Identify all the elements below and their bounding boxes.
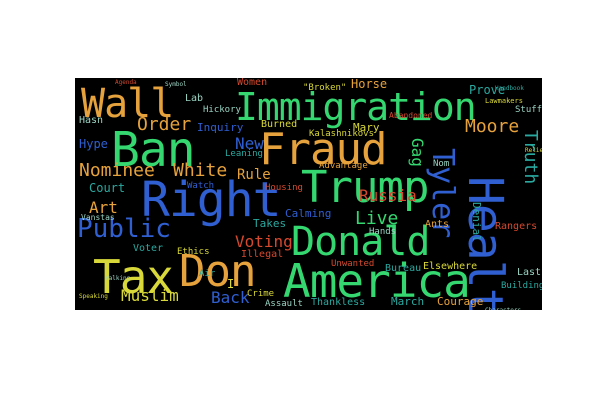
word-immigration: Immigration [235, 85, 477, 129]
word-nominee: Nominee [79, 160, 155, 181]
filler-word: Handbook [495, 85, 524, 92]
word-art: Art [89, 198, 118, 217]
word-bureau: Bureau [385, 263, 422, 274]
word-calming: Calming [285, 207, 332, 220]
word-voter: Voter [133, 243, 164, 254]
word-building: Building [501, 281, 542, 291]
word-new: New [235, 134, 264, 153]
word-inquiry: Inquiry [197, 121, 244, 134]
word-health: Health [457, 176, 513, 310]
word-air: Air [199, 269, 216, 279]
word-rule: Rule [237, 167, 271, 183]
word-last: Last [517, 267, 542, 278]
word-hype: Hype [79, 137, 108, 151]
word-watch: Watch [187, 181, 215, 191]
word-hasn: Hasn [79, 115, 104, 126]
word-cloud: Wall Immigration Fraud Ban Right Trump D… [75, 78, 542, 310]
word-hands: Hands [369, 227, 397, 237]
word-thankless: Thankless [311, 297, 366, 308]
word-hickory: Hickory [203, 105, 241, 115]
word-back: Back [211, 288, 250, 307]
word-wall: Wall [81, 81, 174, 127]
word-ants: Ants [425, 219, 450, 230]
word-nom: Nom [433, 159, 450, 169]
word-crime: Crime [247, 289, 275, 299]
word-leaning: Leaning [225, 149, 263, 159]
word-burned: Burned [261, 119, 298, 130]
word-i: I [227, 277, 235, 291]
filler-word: Agenda [115, 79, 137, 86]
word-fraud: Fraud [259, 124, 387, 175]
word-voting: Voting [235, 232, 293, 251]
word-mary: Mary [353, 121, 380, 134]
word-stuff: Stuff [515, 105, 542, 115]
word-right: Right [141, 172, 281, 228]
word-courage: Courage [437, 295, 484, 308]
word-denial: Denial [470, 202, 483, 242]
word-gag: Gag [408, 138, 427, 167]
word-kalashnikovs: Kalashnikovs [309, 129, 375, 139]
word-order: Order [137, 114, 192, 135]
word-america: America [283, 254, 471, 308]
word-russia: Russia [359, 186, 417, 205]
word-rangers: Rangers [495, 221, 538, 232]
word-elsewhere: Elsewhere [423, 261, 478, 272]
filler-word: Symbol [165, 81, 187, 88]
word-illegal: Illegal [241, 249, 284, 260]
word-truth: Truth [520, 130, 541, 185]
word-vanstas: Vanstas [81, 213, 115, 222]
word-horse: Horse [351, 78, 388, 91]
word-tyler: Tyler [425, 148, 460, 239]
word-moore: Moore [465, 116, 520, 137]
word-lawmakers: Lawmakers [485, 97, 523, 105]
word-abandoned: Abandoned [389, 111, 433, 120]
word-tax: Tax [93, 250, 174, 304]
word-assault: Assault [265, 299, 303, 309]
word-prove: Prove [469, 83, 506, 97]
word-don: Don [179, 246, 256, 297]
word-live: Live [355, 208, 399, 229]
word-donald: Donald [291, 219, 430, 265]
word-muslim: Muslim [121, 286, 179, 305]
word-broken: "Broken" [303, 83, 347, 93]
word-trump: Trump [301, 162, 429, 213]
word-women: Women [237, 78, 268, 88]
word-ban: Ban [111, 122, 196, 178]
word-march: March [391, 295, 425, 308]
word-public: Public [77, 214, 171, 244]
filler-word: Walking [105, 275, 131, 282]
filler-word: Relief [525, 147, 542, 154]
word-court: Court [89, 181, 126, 195]
word-white: White [173, 160, 228, 181]
filler-word: Characters [485, 308, 521, 311]
word-unwanted: Unwanted [331, 259, 375, 269]
word-takes: Takes [253, 217, 287, 230]
word-advantage: Advantage [319, 161, 368, 171]
word-lab: Lab [185, 93, 204, 104]
word-housing: Housing [265, 183, 303, 193]
filler-word: Speaking [79, 293, 108, 300]
word-ethics: Ethics [177, 247, 210, 257]
